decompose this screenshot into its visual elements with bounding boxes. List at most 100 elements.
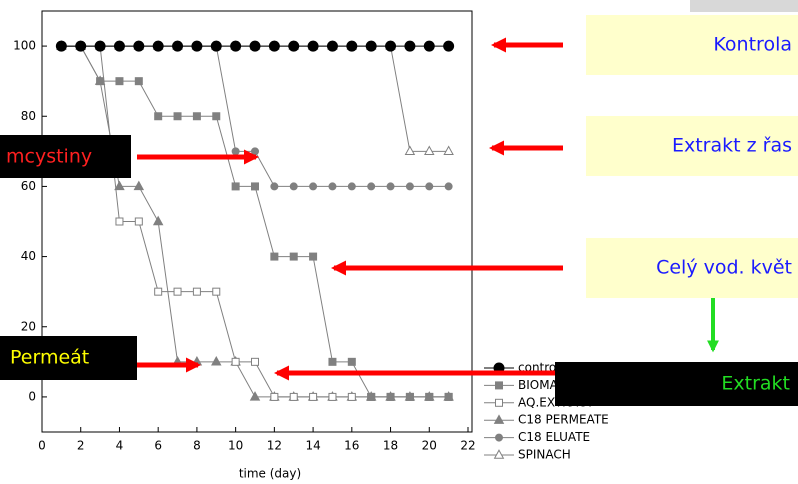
marker: [270, 392, 279, 401]
marker: [386, 182, 395, 191]
marker: [172, 40, 184, 52]
marker: [347, 392, 356, 401]
y-tick-label: 80: [21, 109, 36, 123]
x-tick-label: 2: [77, 439, 85, 453]
marker: [385, 40, 397, 52]
marker: [326, 40, 338, 52]
marker: [114, 180, 125, 191]
marker: [230, 40, 242, 52]
marker: [328, 357, 337, 366]
y-tick-label: 0: [28, 389, 36, 403]
marker: [231, 357, 240, 366]
marker: [55, 40, 67, 52]
x-tick-label: 22: [460, 439, 475, 453]
marker: [94, 40, 106, 52]
x-tick-label: 0: [38, 439, 46, 453]
marker: [251, 182, 259, 191]
marker: [231, 182, 240, 191]
x-tick-label: 14: [305, 439, 320, 453]
annotation: Celý vod. květ: [656, 257, 792, 279]
y-tick-label: 40: [21, 249, 36, 263]
annotation: Kontrola: [713, 34, 792, 56]
marker: [328, 392, 337, 401]
marker: [75, 40, 87, 52]
note-box: [586, 15, 798, 75]
marker: [192, 287, 201, 296]
marker: [268, 40, 280, 52]
note-box: [0, 336, 137, 380]
marker: [309, 252, 318, 261]
marker: [386, 392, 395, 401]
marker: [270, 252, 279, 261]
marker: [212, 112, 221, 121]
x-tick-label: 4: [116, 439, 124, 453]
plot-frame: [41, 10, 473, 433]
marker: [347, 357, 356, 366]
marker: [134, 77, 143, 86]
note-box: [586, 238, 798, 298]
marker: [404, 145, 416, 156]
marker: [309, 182, 318, 191]
marker: [404, 40, 416, 52]
legend-marker: [495, 381, 503, 390]
marker: [425, 392, 434, 401]
marker: [115, 77, 124, 86]
marker: [191, 40, 203, 52]
legend-marker: [495, 398, 503, 407]
x-tick-label: 20: [422, 439, 437, 453]
marker: [133, 40, 145, 52]
marker: [288, 40, 300, 52]
marker: [210, 40, 222, 52]
marker: [133, 180, 145, 191]
marker: [444, 182, 453, 191]
marker: [307, 40, 319, 52]
annotation: Extrakt: [721, 373, 790, 395]
marker: [192, 112, 201, 121]
marker: [423, 40, 435, 52]
marker: [154, 112, 163, 121]
marker: [173, 287, 182, 296]
photo-corner: [690, 0, 798, 12]
marker: [367, 182, 376, 191]
y-tick-label: 60: [21, 179, 36, 193]
marker: [365, 40, 377, 52]
marker: [367, 392, 376, 401]
marker: [152, 215, 164, 226]
marker: [249, 40, 261, 52]
marker: [347, 182, 356, 191]
legend-marker: [493, 449, 505, 459]
marker: [309, 392, 318, 401]
y-tick-label: 20: [21, 319, 36, 333]
marker: [96, 77, 105, 86]
legend-label: C18 ELUATE: [518, 430, 590, 444]
annotation: mcystiny: [6, 146, 92, 168]
legend-label: C18 PERMEATE: [518, 413, 609, 427]
y-tick-label: 100: [13, 39, 36, 53]
marker: [328, 182, 337, 191]
marker: [424, 145, 435, 156]
x-tick-label: 6: [154, 439, 162, 453]
note-box: [586, 116, 798, 176]
marker: [249, 391, 261, 401]
marker: [289, 252, 298, 261]
marker: [425, 182, 434, 191]
marker: [405, 182, 414, 191]
marker: [231, 147, 240, 156]
marker: [211, 355, 222, 366]
marker: [289, 392, 298, 401]
marker: [443, 40, 455, 52]
marker: [346, 40, 358, 52]
x-tick-label: 16: [344, 439, 359, 453]
marker: [251, 357, 259, 366]
marker: [443, 145, 454, 156]
marker: [173, 112, 182, 121]
marker: [251, 147, 259, 156]
note-box: [555, 362, 798, 406]
marker: [134, 217, 143, 226]
marker: [444, 392, 453, 401]
marker: [405, 392, 414, 401]
marker: [270, 182, 279, 191]
legend-marker: [493, 414, 505, 424]
x-tick-label: 8: [193, 439, 201, 453]
